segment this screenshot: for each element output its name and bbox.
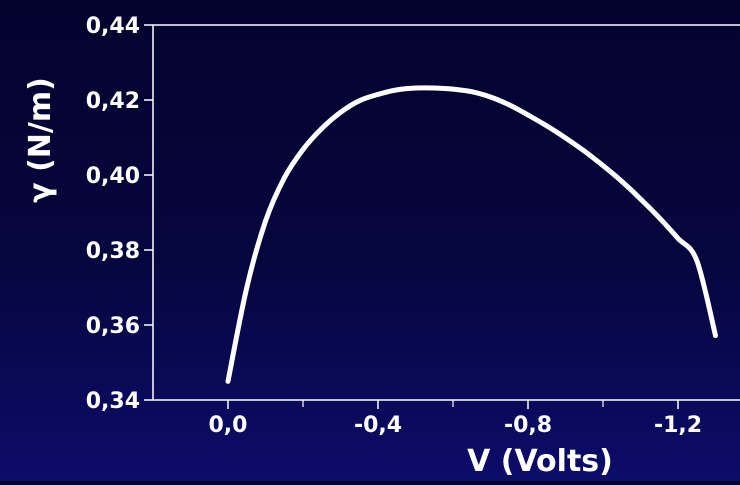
x-tick-label: -0,8 — [504, 413, 552, 438]
data-point — [469, 89, 475, 95]
y-tick-label: 0,44 — [86, 14, 140, 39]
data-point — [488, 94, 493, 100]
x-tick-label: -0,4 — [354, 413, 402, 438]
data-point — [563, 135, 568, 141]
data-point — [694, 258, 700, 263]
y-tick-label: 0,42 — [86, 89, 140, 114]
data-point — [600, 163, 606, 169]
x-tick-label: 0,0 — [209, 413, 248, 438]
data-point — [394, 87, 400, 93]
data-point — [544, 123, 550, 129]
data-point — [581, 148, 587, 154]
data-point — [506, 102, 512, 108]
y-tick-label: 0,36 — [86, 314, 140, 339]
y-tick-label: 0,40 — [86, 164, 140, 189]
data-point — [638, 196, 643, 202]
data-point — [675, 236, 681, 241]
data-point — [356, 98, 362, 104]
y-tick-label: 0,34 — [86, 389, 140, 414]
data-point — [713, 333, 718, 338]
data-point — [225, 378, 231, 384]
data-point — [431, 85, 437, 91]
data-point — [244, 285, 250, 290]
data-point — [525, 112, 531, 118]
y-axis-title: γ (N/m) — [23, 77, 58, 203]
y-tick-label: 0,38 — [86, 239, 140, 264]
data-point — [338, 110, 343, 115]
data-point — [263, 218, 268, 224]
series-line — [225, 85, 718, 384]
data-point — [300, 147, 306, 152]
data-point — [450, 86, 456, 92]
x-tick-label: -1,2 — [654, 413, 702, 438]
data-point — [413, 85, 418, 91]
data-point — [619, 179, 625, 184]
data-point — [656, 215, 662, 221]
x-axis-title: V (Volts) — [467, 444, 613, 479]
data-point — [281, 175, 287, 181]
data-point — [319, 126, 325, 131]
data-point — [375, 92, 381, 97]
